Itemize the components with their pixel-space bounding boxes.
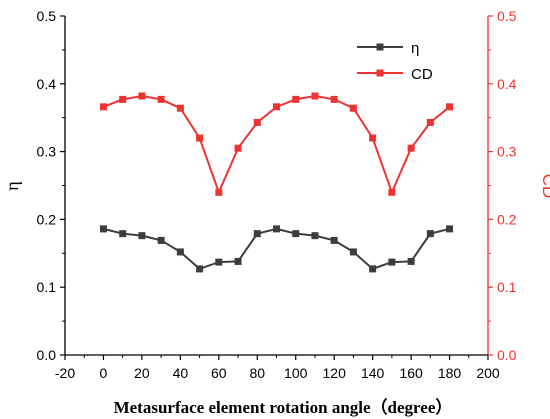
x-axis-label: Metasurface element rotation angle（degre… [114, 397, 453, 417]
data-point-series-1 [196, 265, 204, 273]
data-point-series-1 [388, 258, 396, 266]
legend-label-2: CD [411, 66, 433, 83]
data-point-series-2 [407, 144, 415, 152]
data-point-series-2 [369, 134, 377, 142]
data-point-series-2 [311, 92, 319, 100]
y-right-tick-label: 0.4 [497, 76, 517, 92]
data-point-series-1 [273, 225, 280, 233]
y-right-tick-label: 0.0 [497, 347, 517, 363]
x-tick-label: 200 [476, 365, 500, 381]
data-point-series-1 [176, 248, 184, 256]
y-right-tick-label: 0.2 [497, 211, 517, 227]
data-point-series-2 [215, 188, 223, 196]
data-point-series-2 [426, 118, 434, 126]
data-point-series-2 [157, 95, 165, 103]
y-right-tick-label: 0.5 [497, 8, 517, 24]
data-point-series-1 [311, 232, 319, 240]
data-point-series-2 [119, 95, 127, 103]
x-tick-label: 20 [134, 365, 150, 381]
data-point-series-2 [196, 134, 204, 142]
data-point-series-2 [330, 95, 338, 103]
x-tick-label: 160 [399, 365, 423, 381]
data-point-series-2 [176, 104, 184, 112]
data-point-series-1 [215, 258, 223, 266]
y-axis-left-label: η [2, 181, 22, 190]
data-point-series-1 [330, 236, 338, 244]
x-tick-label: 60 [211, 365, 227, 381]
data-point-series-1 [446, 225, 454, 233]
data-point-series-1 [234, 257, 242, 265]
x-tick-label: 140 [361, 365, 385, 381]
y-left-tick-label: 0.5 [37, 8, 57, 24]
data-point-series-1 [119, 230, 127, 238]
x-tick-label: 40 [173, 365, 189, 381]
data-point-series-1 [426, 230, 434, 238]
y-left-tick-label: 0.1 [37, 279, 57, 295]
data-point-series-1 [253, 230, 261, 238]
data-point-series-2 [99, 103, 107, 111]
legend-label-1: η [411, 40, 419, 57]
data-point-series-1 [157, 236, 165, 244]
data-point-series-2 [388, 188, 396, 196]
data-point-series-1 [138, 232, 146, 240]
series-layer [99, 92, 454, 273]
x-tick-label: 80 [249, 365, 265, 381]
legend-marker-2 [376, 69, 384, 77]
data-point-series-2 [234, 144, 242, 152]
y-right-tick-label: 0.1 [497, 279, 517, 295]
data-point-series-2 [349, 104, 357, 112]
axes: -20 0 20 40 60 80 100 120 140 160 180 200 0.0 0.1 0.2 0… [37, 8, 517, 381]
x-tick-label: 0 [100, 365, 108, 381]
data-point-series-1 [292, 230, 300, 238]
data-point-series-2 [446, 103, 454, 111]
data-point-series-2 [292, 95, 300, 103]
y-axis-right-label: CD [539, 174, 550, 199]
legend-marker-1 [376, 43, 384, 51]
data-point-series-2 [273, 103, 280, 111]
y-left-tick-label: 0.4 [37, 76, 57, 92]
data-point-series-2 [253, 118, 261, 126]
data-point-series-1 [349, 248, 357, 256]
data-point-series-1 [407, 257, 415, 265]
y-left-tick-label: 0.0 [37, 347, 57, 363]
data-point-series-2 [138, 92, 146, 100]
y-right-tick-label: 0.3 [497, 144, 517, 160]
x-tick-label: 180 [438, 365, 462, 381]
data-point-series-1 [369, 265, 377, 273]
y-left-tick-label: 0.2 [37, 211, 57, 227]
x-tick-label: 120 [323, 365, 347, 381]
y-left-tick-label: 0.3 [37, 144, 57, 160]
data-point-series-1 [99, 225, 107, 233]
x-tick-label: 100 [284, 365, 308, 381]
x-tick-label: -20 [55, 365, 75, 381]
legend: η CD [357, 40, 433, 83]
